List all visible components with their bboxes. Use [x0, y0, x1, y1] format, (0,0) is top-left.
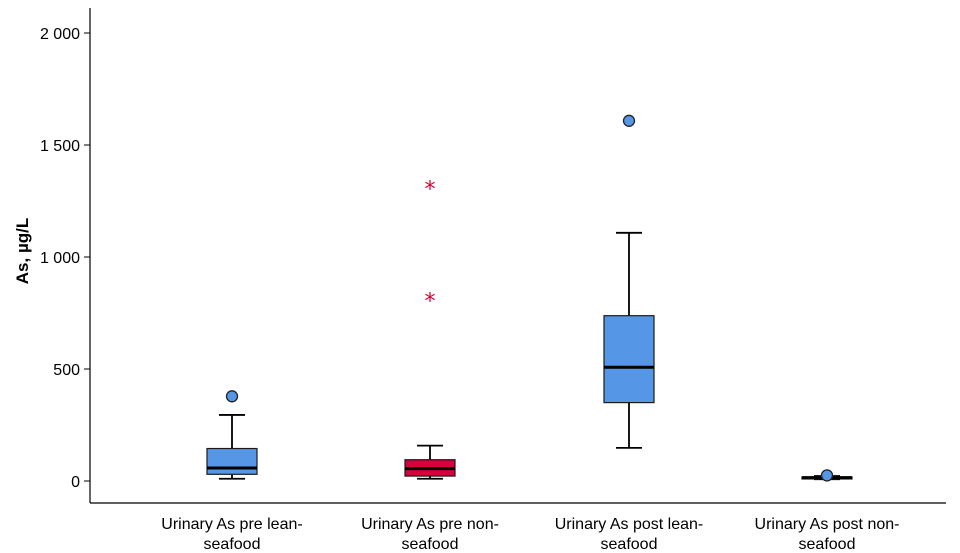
- x-category-label-line2: seafood: [601, 536, 658, 553]
- x-category-label-line2: seafood: [799, 536, 856, 553]
- outlier-point: [225, 390, 239, 403]
- box-2: **: [404, 178, 456, 480]
- y-tick-label: 1 500: [40, 138, 80, 155]
- y-tick-label: 500: [53, 362, 80, 379]
- x-category-labels: Urinary As pre lean-seafood Urinary As pr…: [161, 516, 899, 553]
- x-category-label-line2: seafood: [204, 536, 261, 553]
- box-3: [603, 114, 655, 449]
- x-category-label-line1: Urinary As pre lean-: [161, 516, 302, 533]
- x-category-label-line1: Urinary As pre non-: [361, 516, 499, 533]
- y-tick-label: 1 000: [40, 250, 80, 267]
- y-ticks: 0 500 1 000 1 500 2 000: [40, 26, 90, 491]
- x-category-label-line1: Urinary As post lean-: [555, 516, 704, 533]
- extreme-point: *: [425, 290, 436, 315]
- extreme-point: *: [425, 178, 436, 203]
- outlier-point: [622, 114, 636, 127]
- y-tick-label: 2 000: [40, 26, 80, 43]
- boxes: **: [206, 114, 853, 482]
- box-1: [206, 390, 258, 480]
- x-category-label-line2: seafood: [402, 536, 459, 553]
- axes: [89, 8, 946, 504]
- box-4: [801, 469, 853, 482]
- outlier-point: [820, 469, 834, 482]
- x-category-label-line1: Urinary As post non-: [755, 516, 900, 533]
- y-axis-title: As, µg/L: [13, 218, 32, 284]
- iqr-box: [603, 315, 655, 404]
- iqr-box: [206, 447, 258, 475]
- y-tick-label: 0: [71, 474, 80, 491]
